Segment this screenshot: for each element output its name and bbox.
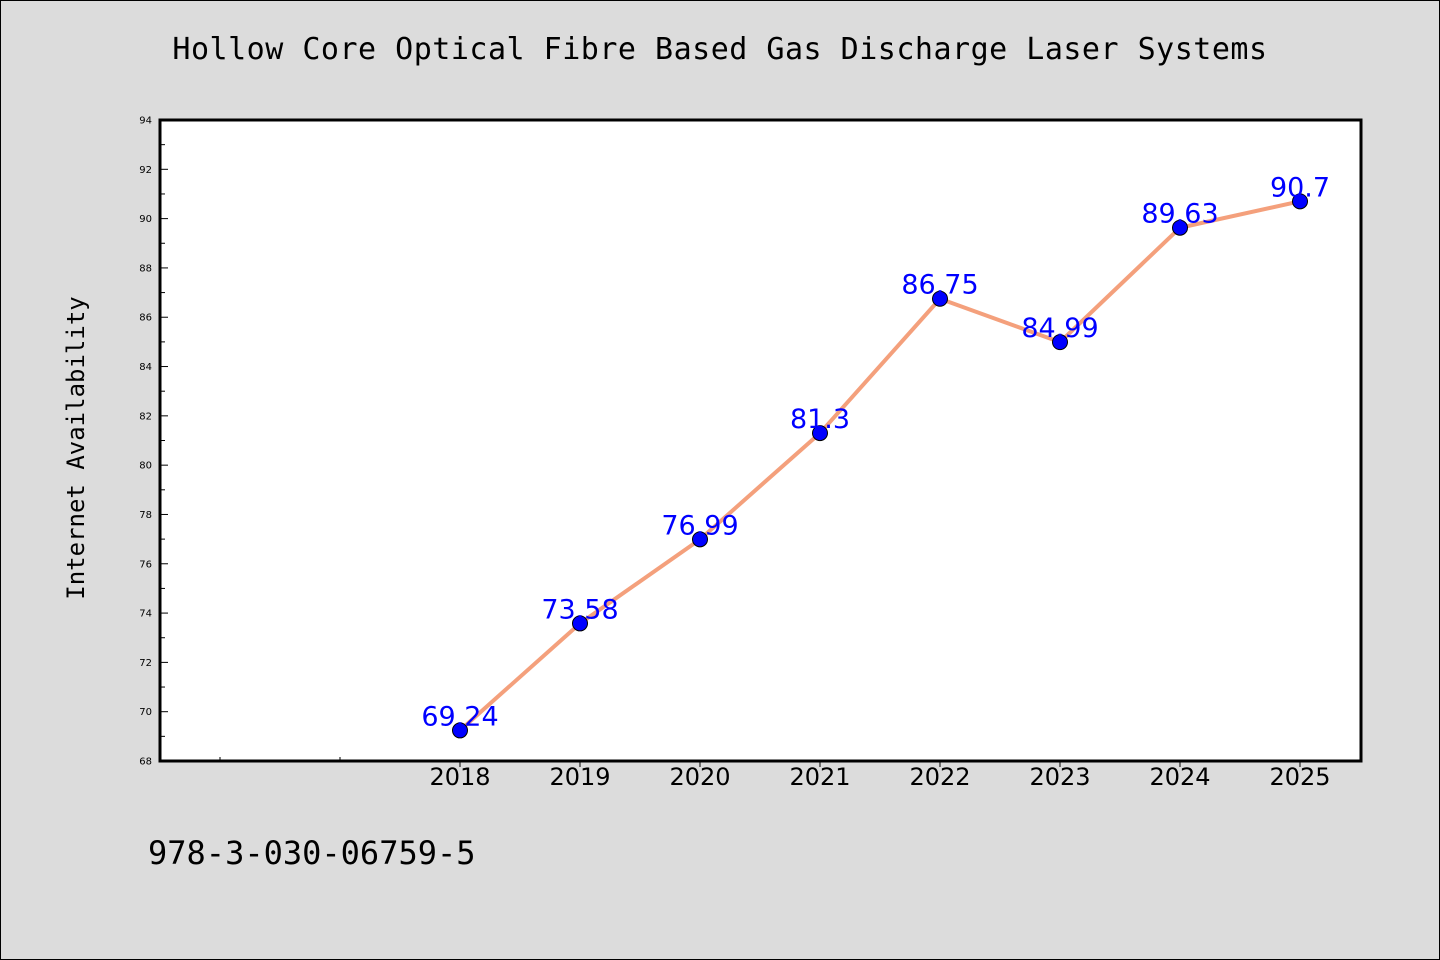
data-label: 90.7 [1270, 172, 1330, 203]
data-label: 84.99 [1021, 313, 1098, 344]
y-tick-label: 74 [139, 609, 152, 620]
data-point [572, 615, 588, 632]
y-tick-label: 68 [139, 757, 152, 768]
data-point [692, 531, 708, 548]
data-point [1052, 334, 1068, 351]
y-tick-label: 78 [139, 510, 152, 521]
data-label: 86.75 [901, 270, 978, 301]
y-tick-label: 80 [139, 461, 152, 472]
y-tick-label: 76 [139, 559, 152, 570]
x-tick-label: 2021 [789, 763, 850, 791]
chart-title: Hollow Core Optical Fibre Based Gas Disc… [172, 32, 1268, 67]
data-label: 69.24 [421, 701, 498, 732]
x-tick-label: 2019 [549, 763, 610, 791]
plot-area [160, 120, 1361, 761]
data-label: 81.3 [790, 404, 850, 435]
x-tick-label: 2023 [1029, 763, 1090, 791]
y-tick-label: 88 [139, 263, 152, 274]
x-tick-label: 2020 [669, 763, 730, 791]
x-tick-label: 2024 [1149, 763, 1210, 791]
data-point [452, 722, 468, 739]
y-tick-label: 92 [139, 165, 152, 176]
y-tick-label: 90 [139, 214, 152, 225]
x-tick-label: 2025 [1269, 763, 1330, 791]
data-point [1292, 193, 1308, 210]
y-tick-label: 70 [139, 707, 152, 718]
data-point [932, 290, 948, 307]
y-tick-label: 86 [139, 313, 152, 324]
plot-border [158, 118, 1363, 763]
data-label: 89.63 [1141, 199, 1218, 230]
data-label: 73.58 [541, 594, 618, 625]
y-tick-label: 82 [139, 411, 152, 422]
x-tick-label: 2022 [909, 763, 970, 791]
data-point [1172, 219, 1188, 236]
isbn-footer: 978-3-030-06759-5 [148, 834, 476, 872]
y-tick-label: 94 [139, 116, 152, 127]
series-line [458, 199, 1302, 733]
data-point [812, 425, 828, 442]
x-tick-label: 2018 [429, 763, 490, 791]
data-label: 76.99 [661, 510, 738, 541]
y-tick-label: 72 [139, 658, 152, 669]
y-tick-label: 84 [139, 362, 152, 373]
